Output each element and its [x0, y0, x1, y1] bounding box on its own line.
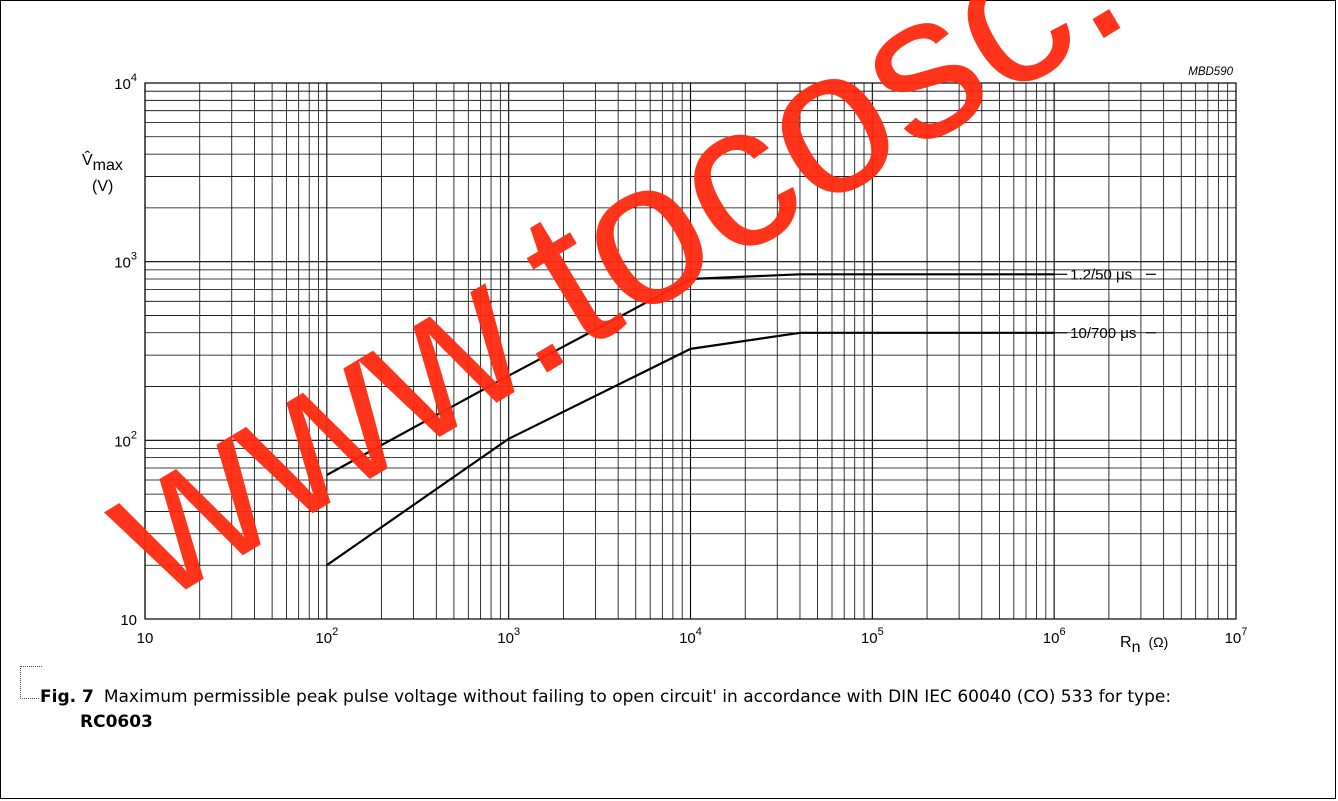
svg-text:Rn(Ω): Rn (Ω): [1120, 634, 1168, 656]
x-tick-label: 103: [497, 626, 520, 647]
x-axis-label: Rn (Ω): [1120, 634, 1168, 656]
x-axis-label-main: R: [1120, 634, 1132, 651]
caption-text: Maximum permissible peak pulse voltage w…: [103, 687, 1172, 707]
type-name: RC0603: [80, 712, 153, 732]
y-tick-label: 103: [114, 251, 137, 272]
y-tick-label: 104: [114, 72, 137, 93]
figure-code: MBD590: [1188, 66, 1233, 78]
y-axis-unit: (V): [92, 178, 113, 195]
grid-major-lines: [144, 83, 1236, 620]
figure-caption: Fig. 7 Maximum permissible peak pulse vol…: [40, 685, 1330, 735]
caption-marker: [20, 666, 39, 699]
y-axis-label-sub: max: [93, 157, 123, 174]
x-tick-label: 102: [315, 626, 338, 647]
x-tick-label: 105: [861, 626, 884, 647]
series-line-2: [326, 331, 1055, 567]
figure-number: Fig. 7: [40, 687, 94, 707]
x-tick-label: 104: [679, 626, 702, 647]
tick-labels: 10 102 103 104 105 106 107 10 102 103 104: [114, 72, 1247, 647]
x-tick-label: 10: [137, 630, 154, 647]
x-axis-label-sub: n: [1132, 639, 1141, 656]
x-axis-unit: (Ω): [1148, 634, 1168, 650]
series-layer: 1.2/50 μs 10/700 μs: [326, 266, 1156, 567]
caption-marker-top: [20, 666, 42, 667]
svg-text:V̂max: V̂max: [82, 149, 123, 174]
y-axis-label: V̂max (V): [82, 149, 123, 195]
x-tick-label: 106: [1043, 626, 1066, 647]
plot-area: [144, 82, 1237, 620]
series-label-2: 10/700 μs: [1070, 325, 1136, 342]
y-tick-label: 10: [120, 612, 137, 629]
y-axis-label-main: V̂: [82, 149, 93, 169]
x-tick-label: 107: [1225, 626, 1248, 647]
y-tick-label: 102: [114, 429, 137, 450]
series-label-1: 1.2/50 μs: [1070, 266, 1132, 283]
series-line-1: [326, 273, 1055, 476]
